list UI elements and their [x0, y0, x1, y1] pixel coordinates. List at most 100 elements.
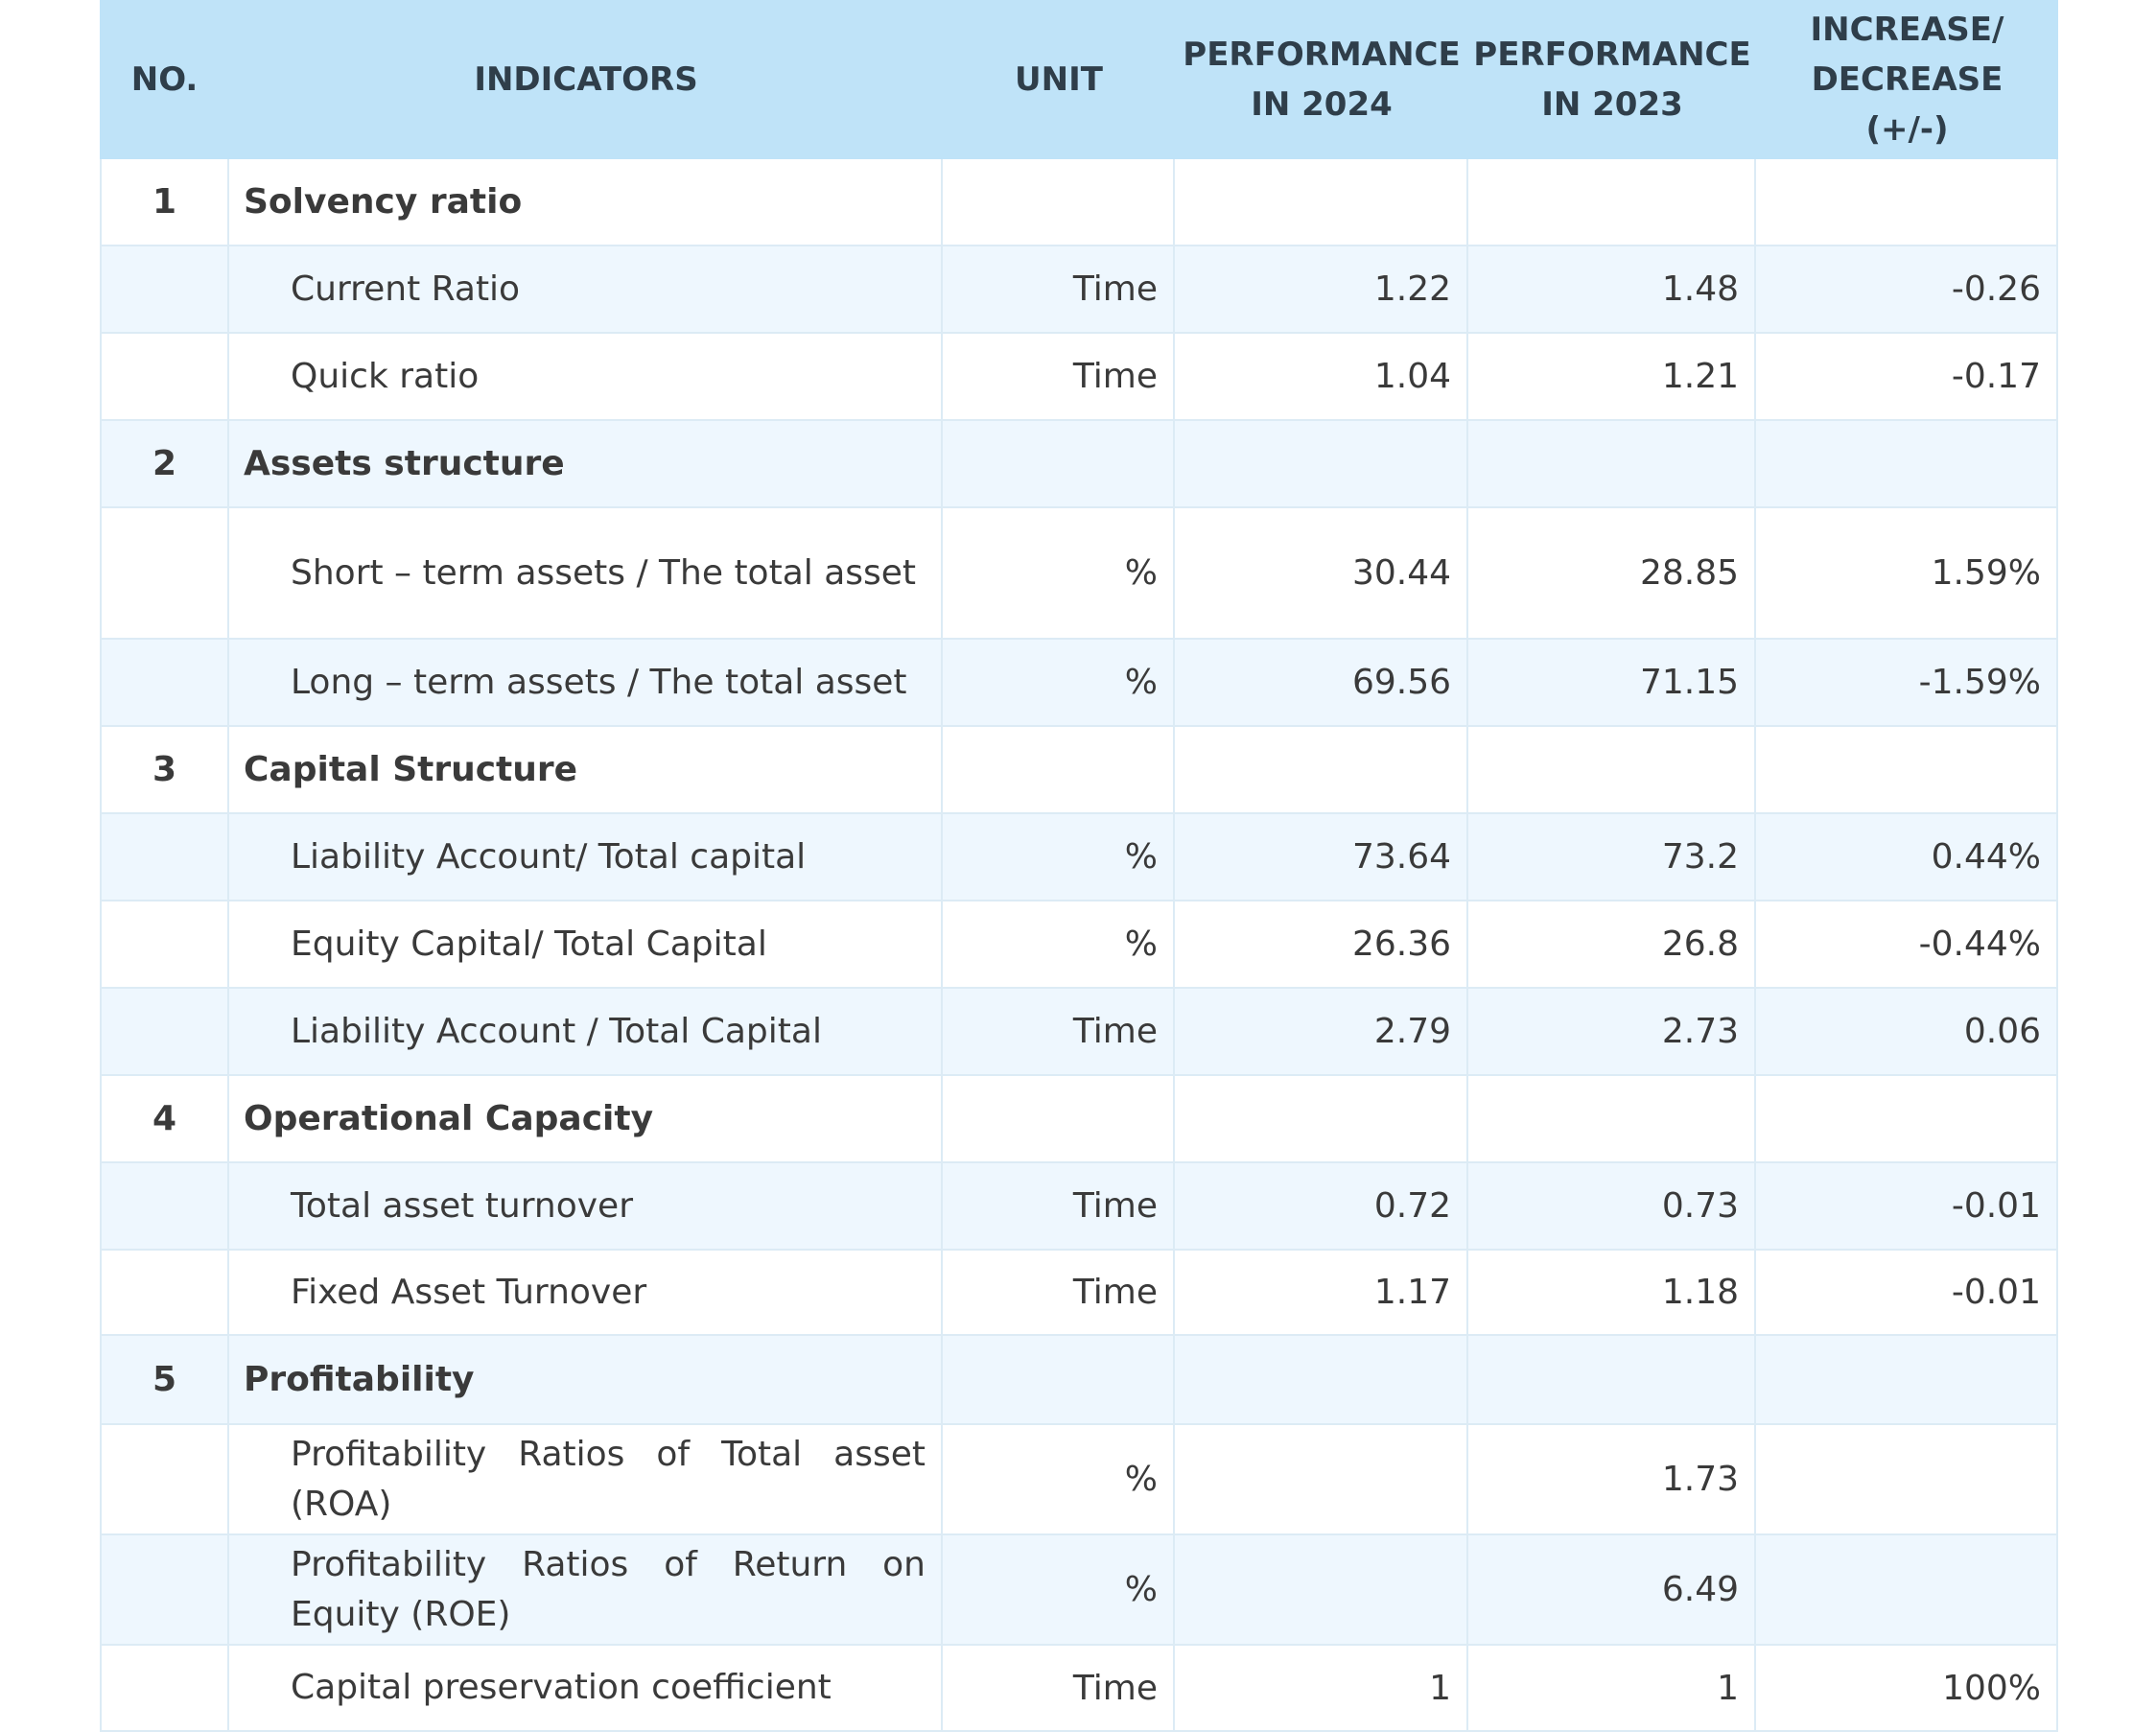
cell-performance-2024: 73.64 [1175, 814, 1468, 901]
header-unit: UNIT [943, 0, 1175, 159]
cell-unit [943, 159, 1175, 246]
cell-unit: % [943, 508, 1175, 640]
cell-no: 1 [100, 159, 229, 246]
cell-no [100, 1251, 229, 1336]
cell-performance-2024: 1.17 [1175, 1251, 1468, 1336]
cell-performance-2023: 2.73 [1468, 989, 1756, 1076]
cell-unit: % [943, 1425, 1175, 1535]
cell-performance-2023 [1468, 727, 1756, 814]
cell-no [100, 640, 229, 727]
cell-unit [943, 1076, 1175, 1163]
cell-no: 5 [100, 1336, 229, 1425]
cell-performance-2024: 2.79 [1175, 989, 1468, 1076]
cell-no [100, 334, 229, 421]
cell-increase-decrease: -0.26 [1756, 246, 2058, 334]
cell-performance-2024 [1175, 1425, 1468, 1535]
cell-unit: % [943, 901, 1175, 989]
cell-performance-2023: 71.15 [1468, 640, 1756, 727]
cell-indicator: Capital preservation coefficient [229, 1646, 943, 1732]
cell-indicator: Solvency ratio [229, 159, 943, 246]
cell-indicator: Assets structure [229, 421, 943, 508]
header-increase-decrease: INCREASE/ DECREASE (+/-) [1756, 0, 2058, 159]
cell-indicator: Quick ratio [229, 334, 943, 421]
cell-increase-decrease [1756, 1336, 2058, 1425]
header-no: NO. [100, 0, 229, 159]
cell-unit: Time [943, 989, 1175, 1076]
cell-unit [943, 1336, 1175, 1425]
cell-performance-2023: 1.18 [1468, 1251, 1756, 1336]
cell-increase-decrease: 1.59% [1756, 508, 2058, 640]
cell-unit: % [943, 814, 1175, 901]
cell-performance-2023: 73.2 [1468, 814, 1756, 901]
cell-increase-decrease: -0.17 [1756, 334, 2058, 421]
cell-unit: Time [943, 1646, 1175, 1732]
cell-increase-decrease: -0.01 [1756, 1251, 2058, 1336]
cell-increase-decrease: -0.01 [1756, 1163, 2058, 1251]
cell-performance-2024 [1175, 1535, 1468, 1646]
cell-performance-2023: 1.21 [1468, 334, 1756, 421]
cell-indicator: Equity Capital/ Total Capital [229, 901, 943, 989]
cell-no [100, 508, 229, 640]
cell-performance-2023 [1468, 1076, 1756, 1163]
financial-indicators-table: NO. INDICATORS UNIT PERFORMANCE IN 2024 … [100, 0, 2058, 1732]
cell-increase-decrease [1756, 159, 2058, 246]
cell-no [100, 246, 229, 334]
cell-performance-2024: 1 [1175, 1646, 1468, 1732]
cell-increase-decrease: -0.44% [1756, 901, 2058, 989]
cell-performance-2023: 1.73 [1468, 1425, 1756, 1535]
cell-performance-2023: 1 [1468, 1646, 1756, 1732]
header-performance-2023: PERFORMANCE IN 2023 [1468, 0, 1756, 159]
cell-increase-decrease: -1.59% [1756, 640, 2058, 727]
cell-unit: Time [943, 1163, 1175, 1251]
cell-no [100, 814, 229, 901]
cell-no: 4 [100, 1076, 229, 1163]
cell-indicator: Profitability Ratios of Total asset (ROA… [229, 1425, 943, 1535]
cell-indicator: Profitability [229, 1336, 943, 1425]
cell-indicator: Liability Account/ Total capital [229, 814, 943, 901]
cell-increase-decrease [1756, 1425, 2058, 1535]
cell-increase-decrease: 0.06 [1756, 989, 2058, 1076]
cell-indicator: Current Ratio [229, 246, 943, 334]
cell-no [100, 989, 229, 1076]
cell-indicator: Capital Structure [229, 727, 943, 814]
cell-performance-2023 [1468, 159, 1756, 246]
cell-performance-2023 [1468, 421, 1756, 508]
cell-performance-2024: 0.72 [1175, 1163, 1468, 1251]
cell-performance-2024 [1175, 727, 1468, 814]
cell-performance-2024: 1.04 [1175, 334, 1468, 421]
cell-indicator: Profitability Ratios of Return on Equity… [229, 1535, 943, 1646]
cell-performance-2024 [1175, 1076, 1468, 1163]
cell-no: 3 [100, 727, 229, 814]
cell-unit: Time [943, 246, 1175, 334]
cell-no [100, 1646, 229, 1732]
cell-unit: % [943, 640, 1175, 727]
cell-unit: Time [943, 1251, 1175, 1336]
cell-unit [943, 421, 1175, 508]
cell-increase-decrease [1756, 727, 2058, 814]
cell-indicator: Total asset turnover [229, 1163, 943, 1251]
cell-performance-2023: 0.73 [1468, 1163, 1756, 1251]
cell-unit [943, 727, 1175, 814]
cell-performance-2023 [1468, 1336, 1756, 1425]
header-indicators: INDICATORS [229, 0, 943, 159]
cell-performance-2024: 1.22 [1175, 246, 1468, 334]
cell-increase-decrease [1756, 421, 2058, 508]
cell-performance-2023: 28.85 [1468, 508, 1756, 640]
cell-no: 2 [100, 421, 229, 508]
cell-unit: Time [943, 334, 1175, 421]
header-performance-2024: PERFORMANCE IN 2024 [1175, 0, 1468, 159]
cell-performance-2023: 1.48 [1468, 246, 1756, 334]
table-header: NO. INDICATORS UNIT PERFORMANCE IN 2024 … [100, 0, 2058, 159]
cell-increase-decrease: 100% [1756, 1646, 2058, 1732]
cell-performance-2024: 69.56 [1175, 640, 1468, 727]
cell-indicator: Fixed Asset Turnover [229, 1251, 943, 1336]
cell-no [100, 1425, 229, 1535]
cell-indicator: Liability Account / Total Capital [229, 989, 943, 1076]
cell-no [100, 1163, 229, 1251]
cell-performance-2024: 30.44 [1175, 508, 1468, 640]
cell-performance-2024: 26.36 [1175, 901, 1468, 989]
cell-performance-2024 [1175, 159, 1468, 246]
cell-performance-2024 [1175, 1336, 1468, 1425]
table-body: 1 Solvency ratio Current Ratio Time 1.22 1.48… [100, 159, 2058, 1732]
cell-indicator: Short – term assets / The total asset [229, 508, 943, 640]
